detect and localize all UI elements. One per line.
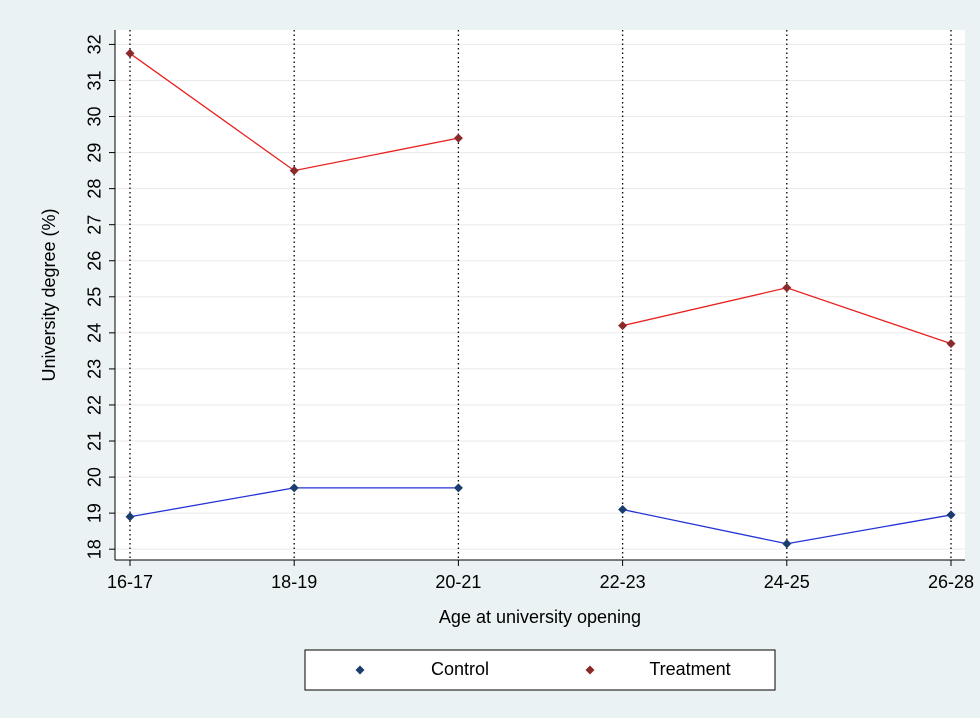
legend-label: Treatment (649, 659, 730, 679)
y-tick-label: 31 (85, 70, 105, 90)
marker (782, 283, 792, 293)
legend (304, 649, 776, 691)
marker (618, 321, 628, 331)
y-tick-label: 32 (85, 34, 105, 54)
marker (125, 512, 135, 522)
x-tick-label: 20-21 (435, 572, 481, 592)
grid (115, 30, 965, 560)
x-tick-label: 26-28 (928, 572, 974, 592)
marker (453, 133, 463, 143)
marker (618, 505, 628, 515)
x-tick-label: 16-17 (107, 572, 153, 592)
y-tick-label: 25 (85, 287, 105, 307)
marker (453, 483, 463, 493)
x-axis-title: Age at university opening (439, 607, 641, 627)
y-tick-label: 24 (85, 323, 105, 343)
y-tick-label: 30 (85, 107, 105, 127)
marker (289, 483, 299, 493)
x-tick-label: 18-19 (271, 572, 317, 592)
legend-label: Control (431, 659, 489, 679)
legend-marker (355, 665, 365, 675)
y-tick-label: 20 (85, 467, 105, 487)
y-tick-label: 19 (85, 503, 105, 523)
x-tick-label: 24-25 (764, 572, 810, 592)
marker (946, 510, 956, 520)
y-tick-label: 28 (85, 179, 105, 199)
y-tick-label: 18 (85, 539, 105, 559)
marker (946, 339, 956, 349)
y-axis-title: University degree (%) (39, 208, 59, 381)
y-tick-label: 23 (85, 359, 105, 379)
y-tick-label: 27 (85, 215, 105, 235)
x-tick-label: 22-23 (600, 572, 646, 592)
y-tick-label: 29 (85, 143, 105, 163)
y-tick-label: 22 (85, 395, 105, 415)
legend-marker (585, 665, 595, 675)
y-tick-label: 26 (85, 251, 105, 271)
y-tick-label: 21 (85, 431, 105, 451)
plot-area (115, 30, 965, 560)
marker (125, 48, 135, 58)
marker (289, 166, 299, 176)
marker (782, 539, 792, 549)
